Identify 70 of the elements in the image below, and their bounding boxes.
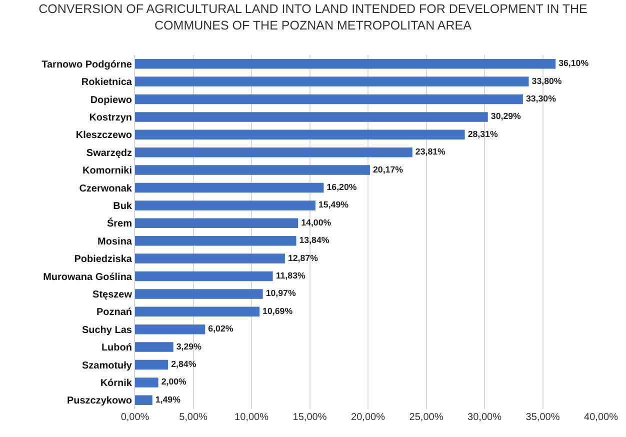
x-tick-label: 0,00%	[120, 412, 150, 423]
data-label: 14,00%	[301, 217, 332, 228]
bar	[135, 360, 168, 370]
bar	[135, 112, 488, 122]
bar	[135, 94, 523, 104]
x-tick-label: 35,00%	[526, 412, 560, 423]
data-label: 10,97%	[266, 288, 296, 298]
data-label: 12,87%	[288, 252, 318, 263]
y-tick-label: Dopiewo	[90, 94, 132, 106]
bar	[135, 395, 152, 406]
y-tick-label: Puszczykowo	[66, 396, 132, 407]
y-tick-label: Pobiedziska	[74, 254, 132, 266]
data-label: 16,20%	[326, 182, 357, 192]
bar	[135, 342, 174, 352]
bar	[135, 58, 556, 69]
x-tick-label: 10,00%	[234, 412, 269, 423]
x-tick-label: 30,00%	[468, 412, 502, 423]
data-label: 28,31%	[468, 128, 498, 139]
bar	[135, 165, 370, 175]
bar	[135, 130, 465, 140]
y-tick-label: Buk	[113, 200, 132, 212]
data-label: 13,84%	[299, 235, 330, 246]
data-label: 33,80%	[532, 76, 562, 86]
y-tick-label: Szamotuły	[82, 360, 132, 372]
bar	[135, 76, 529, 86]
data-label: 23,81%	[415, 146, 446, 157]
bar	[135, 254, 285, 264]
y-tick-label: Tarnowo Podgórne	[42, 59, 132, 70]
bar	[135, 306, 260, 317]
y-tick-label: Czerwonak	[79, 183, 132, 194]
y-tick-label: Kórnik	[100, 378, 132, 389]
data-label: 2,84%	[171, 358, 196, 369]
data-label: 1,49%	[155, 394, 181, 404]
data-label: 3,29%	[176, 341, 202, 352]
data-label: 6,02%	[208, 324, 234, 334]
y-tick-label: Komorniki	[82, 166, 132, 177]
data-label: 30,29%	[490, 111, 522, 122]
x-tick-label: 5,00%	[179, 412, 208, 423]
y-tick-label: Murowana Goślina	[43, 272, 132, 283]
data-label: 36,10%	[558, 58, 589, 68]
y-tick-label: Kostrzyn	[89, 112, 132, 124]
bar	[135, 271, 273, 282]
y-tick-label: Suchy Las	[82, 324, 132, 336]
y-tick-label: Swarzędz	[86, 148, 132, 159]
bar	[135, 289, 263, 299]
bar	[135, 236, 296, 246]
x-tick-label: 20,00%	[351, 412, 386, 423]
data-label: 20,17%	[373, 164, 404, 174]
data-label: 11,83%	[276, 270, 306, 280]
data-label: 33,30%	[526, 93, 556, 104]
bar	[135, 182, 324, 193]
y-tick-label: Śrem	[106, 218, 132, 230]
x-tick-label: 25,00%	[409, 412, 444, 423]
y-tick-label: Poznań	[96, 307, 132, 318]
bar	[135, 200, 316, 210]
data-label: 10,69%	[262, 306, 293, 316]
x-tick-label: 40,00%	[584, 412, 618, 423]
chart-title: CONVERSION OF AGRICULTURAL LAND INTO LAND INTENDED FOR DEVELOPMENT IN THE COMMUNES OF THE POZNAN METROPOLITAN AREA	[38, 2, 588, 32]
data-label: 2,00%	[161, 376, 187, 387]
bar	[135, 324, 206, 334]
y-tick-label: Kleszczewo	[76, 130, 132, 142]
bar	[135, 378, 158, 388]
y-tick-label: Stęszew	[92, 289, 132, 300]
y-tick-label: Mosina	[98, 236, 132, 248]
y-tick-label: Luboń	[101, 342, 132, 354]
y-tick-label: Rokietnica	[81, 77, 132, 88]
bar	[135, 218, 298, 228]
bar	[135, 147, 412, 158]
data-label: 15,49%	[318, 200, 349, 210]
x-tick-label: 15,00%	[292, 412, 327, 423]
